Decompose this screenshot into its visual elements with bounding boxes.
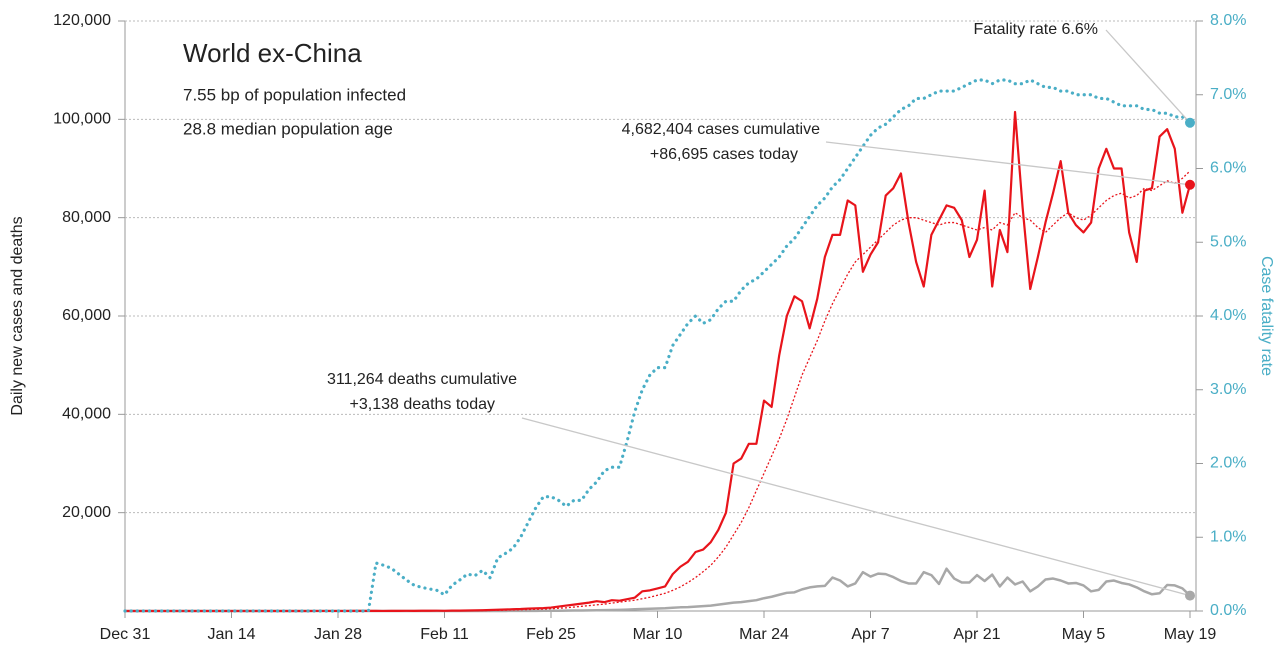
annotation: 4,682,404 cases cumulative: [622, 121, 820, 138]
y-tick-label: 80,000: [62, 209, 111, 226]
annotation: +86,695 cases today: [650, 146, 798, 163]
x-tick-label: Apr 7: [851, 626, 889, 643]
x-tick-label: Feb 11: [420, 626, 469, 643]
subtitle: 7.55 bp of population infected: [183, 85, 406, 104]
end-marker: [1185, 590, 1195, 601]
y2-tick-label: 8.0%: [1210, 12, 1246, 29]
end-marker: [1185, 179, 1195, 190]
annotation: Fatality rate 6.6%: [974, 21, 1099, 38]
series-line: [125, 567, 1191, 613]
annotation: 311,264 deaths cumulative: [327, 371, 517, 388]
annotation: +3,138 deaths today: [350, 396, 495, 413]
x-tick-label: Jan 28: [314, 626, 362, 643]
x-tick-label: Apr 21: [953, 626, 1000, 643]
chart-title: World ex-China: [183, 38, 362, 68]
y-tick-label: 20,000: [62, 504, 111, 521]
end-marker: [1185, 117, 1195, 128]
x-tick-label: Dec 31: [100, 626, 151, 643]
y-tick-label: 100,000: [53, 111, 111, 128]
y2-axis-title: Case fatality rate: [1258, 256, 1275, 376]
y-tick-label: 40,000: [62, 406, 111, 423]
series-line: [123, 78, 1192, 613]
x-tick-label: Feb 25: [526, 626, 576, 643]
subtitle: 28.8 median population age: [183, 119, 393, 138]
y-axis-title: Daily new cases and deaths: [9, 216, 26, 415]
y2-tick-label: 5.0%: [1210, 233, 1246, 250]
y2-tick-label: 7.0%: [1210, 86, 1246, 103]
y2-tick-label: 0.0%: [1210, 602, 1246, 619]
x-tick-label: Mar 24: [739, 626, 789, 643]
y-tick-label: 120,000: [53, 12, 111, 29]
y2-tick-label: 6.0%: [1210, 160, 1246, 177]
x-tick-label: Jan 14: [207, 626, 255, 643]
x-tick-label: May 19: [1164, 626, 1217, 643]
annotation-leader: [825, 141, 1191, 186]
y2-tick-label: 1.0%: [1210, 528, 1246, 545]
y-tick-label: 60,000: [62, 307, 111, 324]
y2-tick-label: 4.0%: [1210, 307, 1246, 324]
x-tick-label: May 5: [1062, 626, 1106, 643]
y2-tick-label: 2.0%: [1210, 455, 1246, 472]
series-line: [125, 110, 1192, 613]
y2-tick-label: 3.0%: [1210, 381, 1246, 398]
series-line: [125, 170, 1191, 612]
annotation-leader: [521, 417, 1191, 597]
annotation-leader: [1105, 29, 1191, 124]
x-tick-label: Mar 10: [633, 626, 683, 643]
